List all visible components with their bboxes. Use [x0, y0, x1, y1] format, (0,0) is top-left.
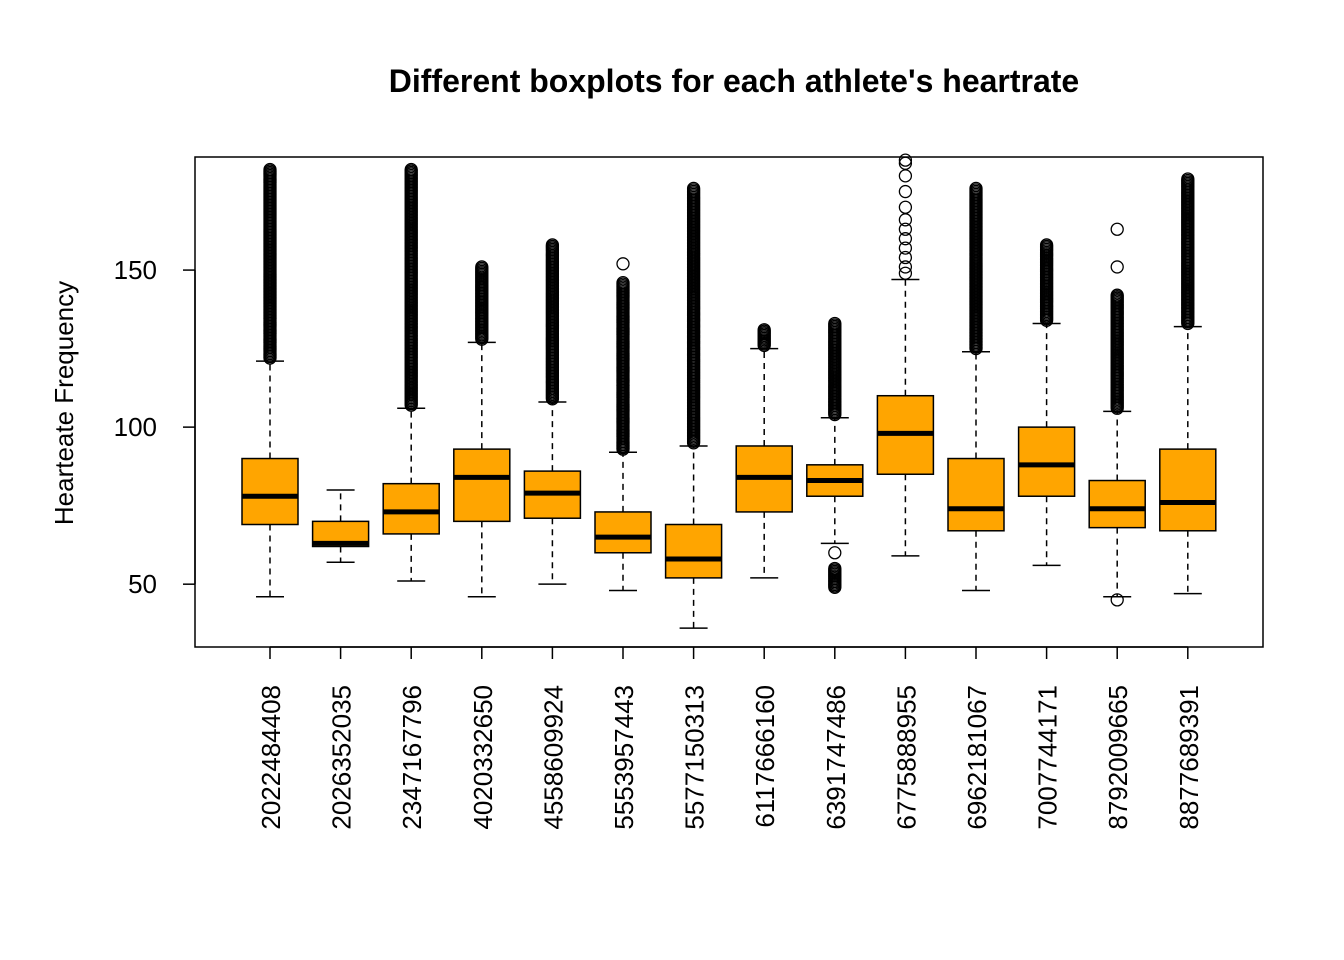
x-category-label: 2026352035: [327, 685, 357, 830]
box-6775888955: [876, 153, 935, 557]
x-category-label: 2347167796: [397, 685, 427, 830]
y-tick-label: 50: [128, 569, 157, 599]
x-axis: 2022484408 2026352035 2347167796 4020332650…: [256, 646, 1204, 830]
box-6117666160: [735, 323, 793, 579]
box-iqr: [453, 448, 511, 523]
outlier-point: [828, 561, 842, 576]
outlier-point: [898, 156, 913, 170]
box-8792009665: [1088, 222, 1146, 607]
boxes-layer: [241, 153, 1217, 629]
x-category-label: 8792009665: [1103, 685, 1133, 830]
box-iqr: [241, 457, 299, 526]
outlier-point: [757, 323, 771, 337]
outlier-point: [898, 200, 913, 214]
x-category-label: 6391747486: [821, 685, 851, 830]
outlier-point: [1039, 238, 1054, 252]
box-iqr: [1017, 426, 1076, 497]
outlier-point: [1110, 288, 1124, 302]
outlier-point: [898, 241, 913, 255]
outlier-point: [1110, 260, 1124, 274]
outlier-point: [898, 250, 913, 265]
box-2347167796: [382, 162, 440, 582]
x-category-label: 6775888955: [891, 685, 921, 830]
y-axis-title: Hearteate Frequency: [49, 281, 79, 525]
outlier-point: [828, 316, 842, 331]
x-category-label: 6962181067: [962, 685, 992, 830]
box-5577150313: [664, 181, 723, 629]
outlier-point: [898, 153, 913, 167]
outlier-point: [898, 184, 913, 199]
x-category-label: 4558609924: [538, 685, 568, 830]
outlier-point: [1110, 222, 1124, 236]
outlier-point: [898, 232, 913, 246]
outlier-point: [898, 222, 913, 236]
x-category-label: 5577150313: [680, 685, 710, 830]
x-category-label: 5553957443: [609, 685, 639, 830]
box-8877689391: [1159, 172, 1217, 595]
x-category-label: 8877689391: [1174, 685, 1204, 830]
outlier-point: [616, 275, 630, 290]
box-iqr: [664, 523, 723, 579]
box-iqr: [1159, 448, 1217, 532]
box-6962181067: [947, 181, 1005, 592]
outlier-point: [263, 162, 277, 177]
box-4558609924: [523, 238, 582, 585]
box-7007744171: [1017, 238, 1076, 567]
outlier-point: [1181, 172, 1195, 186]
outlier-point: [898, 260, 913, 274]
box-4020332650: [453, 260, 511, 598]
plot-frame: [194, 156, 1264, 648]
box-6391747486: [806, 316, 864, 594]
outlier-point: [475, 260, 489, 274]
x-category-label: 6117666160: [750, 685, 780, 828]
outlier-point: [898, 213, 913, 227]
outlier-point: [545, 238, 560, 252]
outlier-point: [686, 181, 701, 196]
box-iqr: [382, 482, 440, 535]
box-iqr: [947, 457, 1005, 532]
box-2026352035: [311, 489, 370, 563]
outlier-point: [404, 162, 418, 177]
chart-title: Different boxplots for each athlete's he…: [389, 63, 1079, 99]
box-iqr: [594, 511, 652, 554]
outlier-point: [969, 181, 983, 196]
outlier-point: [1110, 593, 1124, 607]
x-category-label: 4020332650: [468, 685, 498, 830]
box-iqr: [1088, 479, 1146, 529]
y-tick-label: 150: [114, 255, 157, 285]
outlier-point: [898, 169, 913, 183]
box-2022484408: [241, 162, 299, 598]
outlier-point: [616, 257, 630, 271]
x-category-label: 2022484408: [256, 685, 286, 830]
y-tick-label: 100: [114, 412, 157, 442]
outlier-point: [898, 266, 913, 280]
y-axis: 50 100 150: [114, 255, 196, 599]
x-category-label: 7007744171: [1033, 685, 1063, 830]
outlier-point: [828, 546, 842, 560]
box-5553957443: [594, 257, 652, 592]
